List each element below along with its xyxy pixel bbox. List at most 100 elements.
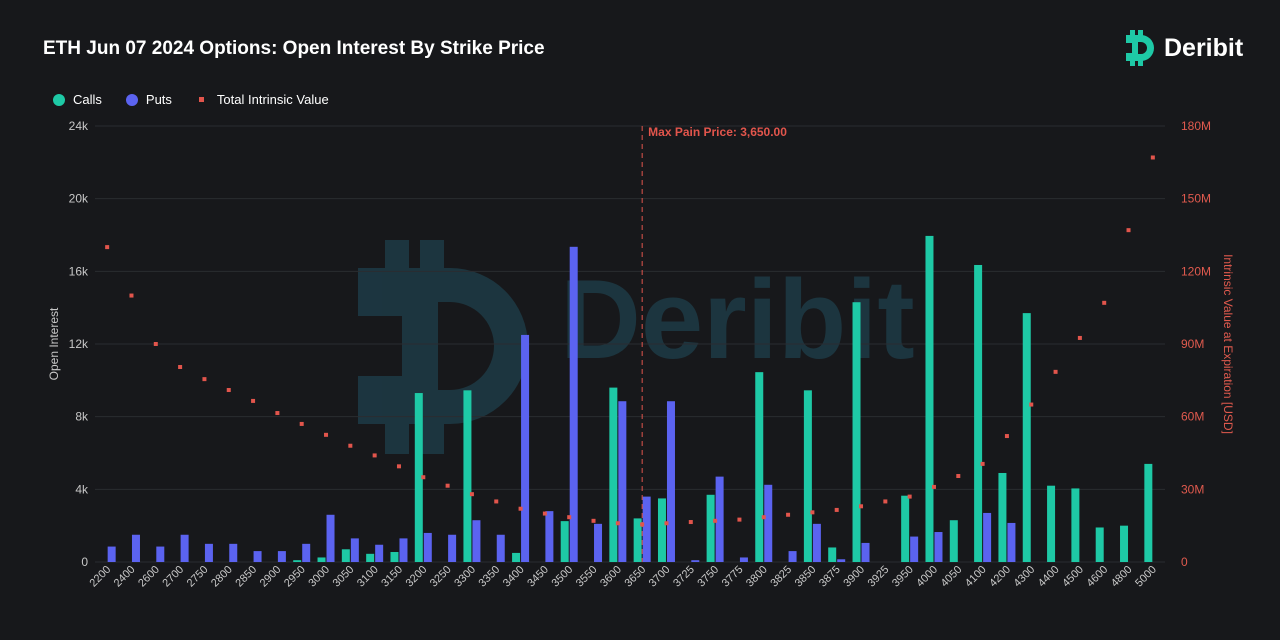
calls-bar [560,521,569,562]
x-tick-label: 5000 [1133,564,1159,590]
intrinsic-value-point [105,245,110,250]
x-tick-label: 4100 [963,564,989,590]
intrinsic-value-point [640,522,645,527]
x-tick-label: 3300 [452,564,478,590]
puts-bar [204,543,213,562]
calls-bar [390,552,399,562]
y2-tick-label: 0 [1181,555,1188,569]
x-tick-label: 3000 [306,564,332,590]
watermark-logo-tick [420,424,444,454]
y-tick-label: 16k [69,264,89,278]
puts-bar [837,559,846,562]
puts-bar [253,551,262,562]
calls-bar [1095,527,1104,562]
calls-bar [633,518,642,562]
calls-bar [852,302,861,562]
calls-bar [949,520,958,562]
intrinsic-value-point [251,398,256,403]
calls-bar [1022,313,1031,562]
y2-tick-label: 150M [1181,192,1211,206]
puts-bar [983,512,992,562]
calls-bar [755,372,764,562]
intrinsic-value-point [153,342,158,346]
intrinsic-value-point [567,515,572,520]
x-tick-label: 4200 [987,564,1013,590]
intrinsic-value-point [931,484,936,489]
intrinsic-value-point [226,388,231,393]
puts-bar [399,538,408,562]
intrinsic-value-point [615,521,620,526]
calls-bar [317,557,326,562]
intrinsic-value-point [907,494,912,499]
puts-bar [423,532,432,562]
deribit-logo-icon [1126,30,1154,66]
intrinsic-value-point [421,475,426,480]
calls-bar [1120,525,1129,562]
puts-bar [715,476,724,562]
intrinsic-value-point [1150,155,1155,160]
intrinsic-value-point [324,432,329,437]
x-tick-label: 4050 [939,564,965,590]
watermark-text: Deribit [560,257,915,382]
x-tick-label: 3750 [695,564,721,590]
y2-tick-label: 120M [1181,264,1211,278]
puts-bar [861,542,870,562]
intrinsic-value-point [810,510,815,515]
intrinsic-value-point [372,453,377,458]
x-tick-label: 3250 [428,564,454,590]
legend-item-calls[interactable]: Calls [53,92,102,107]
chart-title: ETH Jun 07 2024 Options: Open Interest B… [43,38,545,59]
intrinsic-value-point [542,511,547,516]
x-tick-label: 4000 [914,564,940,590]
intrinsic-value-point [859,504,864,509]
legend-label-intrinsic: Total Intrinsic Value [216,92,329,107]
intrinsic-value-point [178,365,183,370]
puts-bar [472,520,481,562]
puts-bar [229,543,238,562]
y2-tick-label: 90M [1181,337,1204,351]
x-tick-label: 3725 [671,564,697,590]
puts-bar [277,551,286,562]
legend-label-calls: Calls [73,92,102,107]
intrinsic-value-point [445,483,450,488]
intrinsic-legend-marker [198,97,204,102]
calls-legend-marker [53,93,65,106]
puts-bar [521,334,530,562]
intrinsic-value-point [664,521,669,526]
max-pain-label: Max Pain Price: 3,650.00 [648,125,787,139]
puts-bar [812,523,821,562]
y-tick-label: 0 [81,555,88,569]
watermark-logo-tick [385,240,409,270]
y2-axis-title: Intrinsic Value at Expiration [USD] [1221,254,1235,434]
intrinsic-value-point [737,517,742,522]
calls-bar [706,494,715,562]
watermark-logo-tick [385,424,409,454]
puts-bar [1007,522,1016,562]
intrinsic-value-point [129,293,134,298]
calls-bar [414,393,423,562]
calls-bar [463,390,472,562]
intrinsic-value-point [1102,300,1107,305]
calls-bar [925,235,934,563]
brand-name: Deribit [1164,33,1244,62]
intrinsic-value-point [1053,369,1058,374]
puts-bar [739,557,748,562]
intrinsic-value-point [202,377,207,382]
x-tick-label: 2700 [160,564,186,590]
puts-bar [496,534,505,562]
x-tick-label: 3150 [379,564,405,590]
legend-item-intrinsic[interactable]: Total Intrinsic Value [196,92,329,107]
y2-tick-label: 30M [1181,482,1204,496]
legend-item-puts[interactable]: Puts [125,92,172,107]
calls-bar [828,547,837,562]
intrinsic-value-point [348,443,353,448]
x-tick-label: 3700 [647,564,673,590]
x-tick-label: 4400 [1036,564,1062,590]
intrinsic-value-point [956,474,961,479]
x-tick-label: 2950 [282,564,308,590]
x-tick-label: 3400 [501,564,527,590]
puts-bar [666,401,675,562]
intrinsic-value-point [883,499,888,504]
x-tick-label: 3925 [866,564,892,590]
intrinsic-value-point [299,421,304,426]
